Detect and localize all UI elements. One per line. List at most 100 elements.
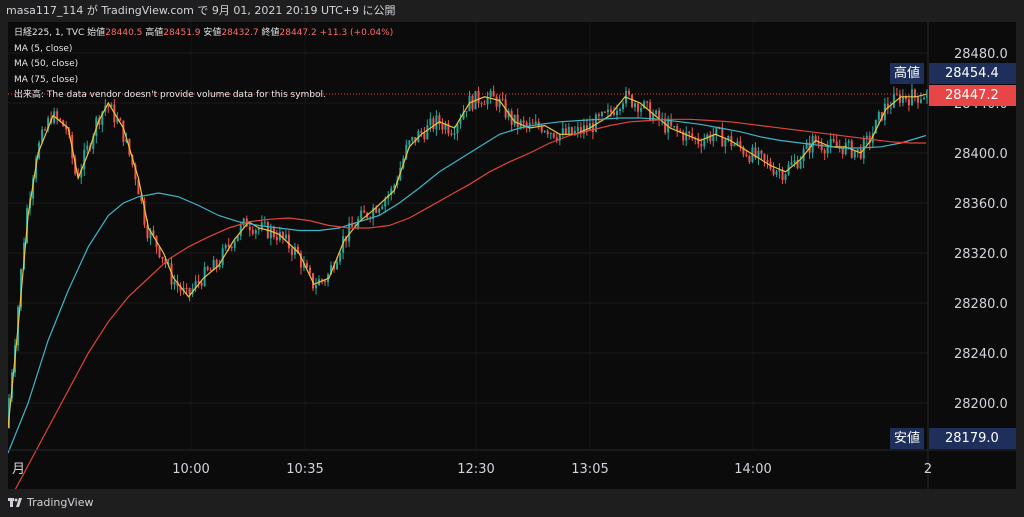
candle-body xyxy=(898,94,901,103)
candle-body xyxy=(733,144,736,147)
candle-body xyxy=(489,90,492,97)
price-tick-label: 28240.0 xyxy=(954,347,1008,362)
candle-body xyxy=(426,125,429,140)
candle-body xyxy=(670,120,673,127)
candle-body xyxy=(814,136,817,143)
candle-body xyxy=(655,110,658,115)
candle-body xyxy=(158,247,161,257)
candle-body xyxy=(790,162,793,165)
candle-body xyxy=(646,101,649,103)
candle-body xyxy=(829,139,832,147)
candle-body xyxy=(480,103,483,105)
chart-legend: 日経225, 1, TVC 始値28440.5 高値28451.9 安値2843… xyxy=(14,26,393,104)
time-axis[interactable]: 月 10:00 10:35 12:30 13:05 14:00 2 xyxy=(12,462,932,477)
candle-body xyxy=(336,261,339,270)
candle-body xyxy=(775,171,778,175)
candle-body xyxy=(603,111,606,113)
candle-body xyxy=(236,235,239,242)
candle-body xyxy=(444,123,447,130)
candle-body xyxy=(823,150,826,154)
candle-body xyxy=(865,135,868,139)
time-tick-label: 14:00 xyxy=(734,462,771,477)
candle-body xyxy=(886,103,889,109)
candle-body xyxy=(348,223,351,242)
candle-body xyxy=(44,129,47,131)
high-value-badge: 28454.4 xyxy=(929,63,1016,84)
candle-body xyxy=(591,123,594,132)
candle-body xyxy=(381,206,384,209)
candle-body xyxy=(904,95,907,100)
candle-body xyxy=(745,154,748,157)
candle-body xyxy=(101,111,104,125)
candle-body xyxy=(757,150,760,158)
candle-body xyxy=(486,96,489,105)
candle-body xyxy=(179,286,182,291)
moving-average-lines xyxy=(7,93,927,504)
candle-body xyxy=(652,114,655,121)
candle-body xyxy=(856,149,859,152)
candle-body xyxy=(673,126,676,128)
legend-symbol[interactable]: 日経225, 1, TVC xyxy=(14,28,85,38)
candle-body xyxy=(110,104,113,107)
candle-body xyxy=(414,137,417,143)
candle-body xyxy=(871,133,874,143)
candle-body xyxy=(330,265,333,275)
candle-body xyxy=(742,147,745,155)
tradingview-brand[interactable]: TradingView xyxy=(8,495,93,509)
candle-body xyxy=(805,142,808,149)
candle-body xyxy=(748,156,751,162)
candle-body xyxy=(826,146,829,154)
time-tick-label: 13:05 xyxy=(571,462,608,477)
chart-pane[interactable]: 28480.028440.028400.028360.028320.028280… xyxy=(7,22,1016,504)
legend-close-value: 28447.2 xyxy=(279,28,317,38)
candle-body xyxy=(498,98,501,107)
candle-body xyxy=(615,110,618,116)
candle-body xyxy=(847,140,850,143)
candle-body xyxy=(609,109,612,113)
candle-body xyxy=(116,118,119,123)
candle-body xyxy=(378,208,381,213)
candle-body xyxy=(275,237,278,241)
candle-body xyxy=(278,231,281,241)
candle-body xyxy=(658,110,661,121)
candle-body xyxy=(874,119,877,134)
candle-body xyxy=(528,123,531,127)
ma75-line xyxy=(7,118,926,504)
candle-body xyxy=(408,140,411,145)
ma50-line xyxy=(7,117,927,454)
candle-body xyxy=(796,160,799,169)
candle-body xyxy=(299,253,302,268)
legend-low-value: 28432.7 xyxy=(221,28,259,38)
candle-body xyxy=(570,127,573,135)
candle-body xyxy=(230,246,233,248)
candle-body xyxy=(739,141,742,148)
candle-body xyxy=(161,256,164,259)
legend-ma5[interactable]: MA (5, close) xyxy=(14,43,73,54)
candle-body xyxy=(459,119,462,125)
candle-body xyxy=(287,234,290,249)
candle-body xyxy=(390,188,393,195)
candle-body xyxy=(140,194,143,201)
candle-body xyxy=(525,122,528,127)
candle-body xyxy=(700,144,703,147)
price-axis[interactable]: 28480.028440.028400.028360.028320.028280… xyxy=(954,47,1008,412)
chart-svg[interactable]: 28480.028440.028400.028360.028320.028280… xyxy=(7,22,1016,504)
candle-body xyxy=(438,115,441,125)
candle-body xyxy=(784,174,787,180)
candle-body xyxy=(83,149,86,170)
candle-body xyxy=(640,108,643,112)
candle-body xyxy=(594,114,597,132)
candle-body xyxy=(697,138,700,145)
candle-body xyxy=(167,263,170,265)
candle-body xyxy=(143,200,146,225)
candle-body xyxy=(889,107,892,109)
candle-body xyxy=(913,89,916,98)
publish-header: masa117_114 が TradingView.com で 9月 01, 2… xyxy=(0,0,1024,22)
legend-ma50[interactable]: MA (50, close) xyxy=(14,59,79,69)
candle-body xyxy=(585,125,588,131)
candle-body xyxy=(450,133,453,135)
candle-body xyxy=(221,248,224,266)
legend-ma75[interactable]: MA (75, close) xyxy=(14,74,79,85)
candle-body xyxy=(441,124,444,130)
